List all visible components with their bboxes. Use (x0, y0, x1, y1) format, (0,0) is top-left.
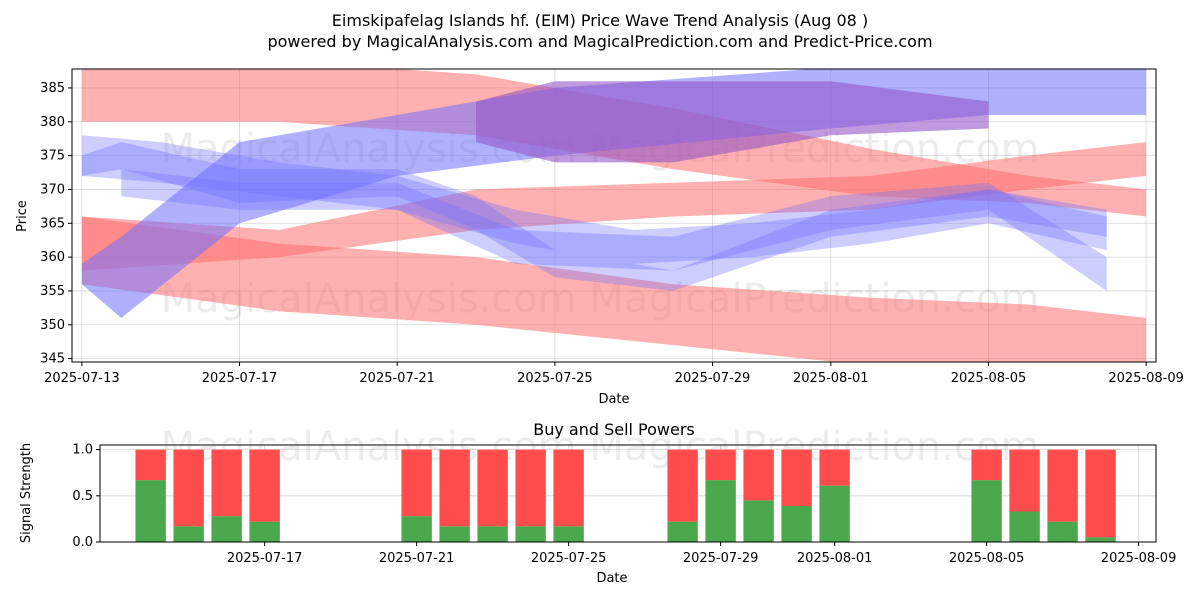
signal-plot-frame (99, 444, 1157, 543)
signal-y-ticks: 0.0 0.5 1.0 (72, 443, 100, 550)
buy-bar-2025-07-21 (401, 516, 432, 542)
buy-bar-2025-08-06 (1009, 511, 1040, 542)
signal-x-ticks: 2025-07-17 2025-07-21 2025-07-25 2025-07-29… (227, 542, 1176, 566)
signal-xtick-label-3: 2025-07-29 (683, 551, 759, 566)
sell-bar-2025-08-01 (819, 449, 850, 486)
signal-xtick-label-5: 2025-08-05 (949, 551, 1025, 566)
signal-xtick-label-0: 2025-07-17 (227, 551, 303, 566)
price-xtick-label-4: 2025-07-29 (675, 371, 751, 386)
sell-bar-2025-08-05 (971, 449, 1002, 481)
chart-subtitle: powered by MagicalAnalysis.com and Magic… (267, 32, 932, 51)
buy-bar-2025-07-17 (249, 521, 280, 542)
price-ytick-label-7: 380 (40, 115, 65, 130)
signal-ytick-label-1: 0.5 (72, 489, 93, 504)
sell-bar-2025-07-17 (249, 449, 280, 522)
price-bands (81, 69, 1147, 362)
price-xtick-label-7: 2025-08-09 (1108, 371, 1184, 386)
buy-bar-2025-08-05 (971, 480, 1002, 542)
purple-overlap-band (476, 81, 989, 163)
buy-bar-2025-07-25 (553, 526, 584, 542)
buy-bar-2025-07-29 (705, 480, 736, 542)
sell-bar-2025-07-31 (781, 449, 812, 506)
price-xtick-label-2: 2025-07-21 (359, 371, 435, 386)
price-y-label: Price (15, 200, 30, 232)
buy-bar-2025-08-08 (1085, 537, 1116, 542)
price-ytick-label-2: 355 (40, 284, 65, 299)
buy-bar-2025-08-01 (819, 485, 850, 542)
price-ytick-label-4: 365 (40, 216, 65, 231)
buy-bar-2025-07-28 (667, 521, 698, 542)
sell-bar-2025-08-07 (1047, 449, 1078, 522)
sell-bar-2025-08-08 (1085, 449, 1116, 538)
signal-xtick-label-1: 2025-07-21 (379, 551, 455, 566)
buy-bar-2025-07-14 (135, 480, 166, 542)
signal-ytick-label-2: 1.0 (72, 443, 93, 458)
price-ytick-label-0: 345 (40, 352, 65, 367)
signal-chart-title: Buy and Sell Powers (533, 420, 695, 439)
sell-bar-2025-07-29 (705, 449, 736, 481)
price-ytick-label-8: 385 (40, 81, 65, 96)
sell-bar-2025-07-22 (439, 449, 470, 527)
signal-x-label: Date (596, 571, 627, 586)
price-xtick-label-6: 2025-08-05 (951, 371, 1027, 386)
signal-watermark: MagicalAnalysis.com MagicalPrediction.co… (161, 424, 1040, 470)
price-x-ticks: 2025-07-13 2025-07-17 2025-07-21 2025-07-25… (44, 362, 1184, 386)
buy-bar-2025-08-07 (1047, 521, 1078, 542)
buy-bar-2025-07-24 (515, 526, 546, 542)
sell-bar-2025-07-24 (515, 449, 546, 527)
price-ytick-label-6: 375 (40, 149, 65, 164)
price-plot-frame (71, 68, 1157, 363)
buy-bar-2025-07-23 (477, 526, 508, 542)
blue-wave-band-0 (81, 69, 1147, 318)
price-xtick-label-5: 2025-08-01 (793, 371, 869, 386)
sell-bar-2025-07-21 (401, 449, 432, 517)
price-x-label: Date (598, 392, 629, 407)
price-ytick-label-3: 360 (40, 250, 65, 265)
buy-bar-2025-07-31 (781, 505, 812, 542)
blue-wave-band-2 (81, 135, 1107, 264)
chart-title: Eimskipafelag Islands hf. (EIM) Price Wa… (332, 11, 868, 30)
signal-bars (135, 449, 1116, 542)
blue-wave-band-3 (121, 169, 1107, 291)
red-wave-band-1 (81, 216, 1147, 362)
sell-bar-2025-08-06 (1009, 449, 1040, 512)
sell-bar-2025-07-23 (477, 449, 508, 527)
signal-xtick-label-4: 2025-08-01 (797, 551, 873, 566)
signal-y-label: Signal Strength (19, 443, 34, 543)
sell-bar-2025-07-15 (173, 449, 204, 527)
sell-bar-2025-07-16 (211, 449, 242, 517)
signal-xtick-label-2: 2025-07-25 (531, 551, 607, 566)
buy-bar-2025-07-22 (439, 526, 470, 542)
price-xtick-label-3: 2025-07-25 (517, 371, 593, 386)
price-ytick-label-1: 350 (40, 318, 65, 333)
buy-bar-2025-07-30 (743, 500, 774, 542)
red-wave-band-2 (81, 142, 1147, 271)
price-y-ticks: 345 350 355 360 365 370 375 380 385 (40, 81, 72, 367)
sell-bar-2025-07-25 (553, 449, 584, 527)
price-xtick-label-0: 2025-07-13 (44, 371, 120, 386)
sell-bar-2025-07-14 (135, 449, 166, 481)
price-ytick-label-5: 370 (40, 182, 65, 197)
blue-wave-band-1 (81, 142, 1107, 291)
price-xtick-label-1: 2025-07-17 (202, 371, 278, 386)
signal-ytick-label-0: 0.0 (72, 535, 93, 550)
sell-bar-2025-07-28 (667, 449, 698, 522)
buy-bar-2025-07-16 (211, 516, 242, 542)
sell-bar-2025-07-30 (743, 449, 774, 501)
buy-bar-2025-07-15 (173, 526, 204, 542)
signal-xtick-label-6: 2025-08-09 (1101, 551, 1177, 566)
